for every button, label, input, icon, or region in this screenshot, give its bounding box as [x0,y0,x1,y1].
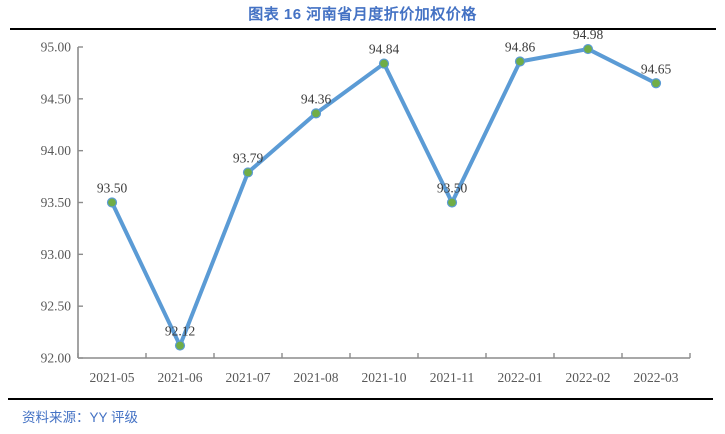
data-label: 94.65 [641,61,672,76]
x-tick-label: 2021-05 [90,370,135,385]
data-point [310,108,322,119]
data-label: 92.12 [165,324,195,339]
y-tick-label: 94.50 [41,91,72,106]
data-point [650,78,662,89]
data-label: 93.50 [97,181,128,196]
x-tick-label: 2021-06 [158,370,203,385]
data-point [378,58,390,69]
data-label: 94.98 [573,27,604,42]
data-point [174,340,186,351]
data-point [514,56,526,67]
data-point [106,197,118,208]
x-tick-label: 2021-10 [362,370,407,385]
footer-divider [8,398,713,400]
x-tick-label: 2021-08 [294,370,339,385]
data-point [242,167,254,178]
data-point [446,197,458,208]
data-label: 93.50 [437,181,468,196]
title-divider [10,28,716,30]
x-tick-label: 2022-02 [566,370,611,385]
y-tick-label: 95.00 [41,40,72,55]
y-tick-label: 92.00 [41,351,72,366]
data-point [582,43,594,55]
x-tick-label: 2022-01 [498,370,543,385]
y-tick-label: 94.00 [41,143,72,158]
data-label: 94.86 [505,40,536,55]
data-label: 94.84 [369,42,400,57]
y-tick-label: 93.50 [41,195,72,210]
data-label: 93.79 [233,150,264,165]
source-note: 资料来源：YY 评级 [22,410,139,425]
x-tick-label: 2021-07 [226,370,271,385]
x-tick-label: 2021-11 [430,370,475,385]
series-line [110,47,658,348]
y-tick-label: 93.00 [41,247,72,262]
x-tick-label: 2022-03 [634,370,679,385]
data-label: 94.36 [301,91,332,106]
chart-title: 图表 16 河南省月度折价加权价格 [248,6,477,23]
y-tick-label: 92.50 [41,299,72,314]
